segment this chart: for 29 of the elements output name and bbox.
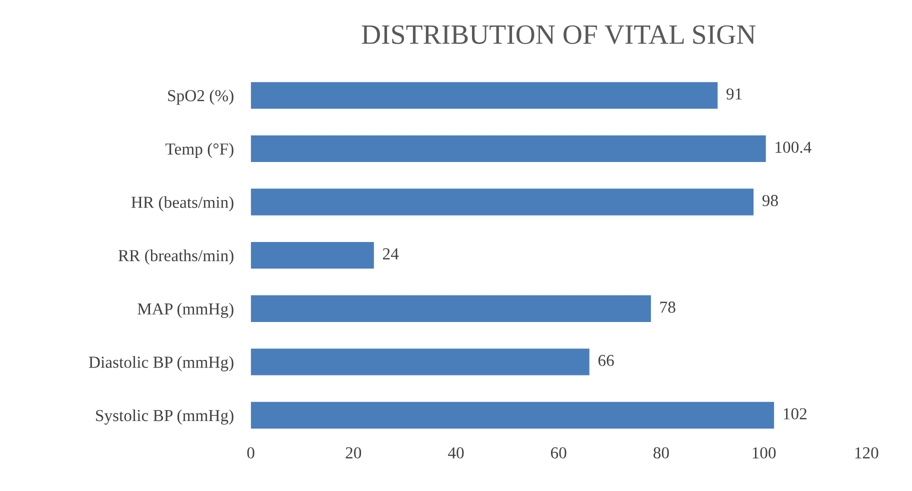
y-tick-label: Systolic BP (mmHg) xyxy=(96,409,234,425)
data-label: 66 xyxy=(598,354,614,366)
bar xyxy=(250,295,651,322)
chart-title: DISTRIBUTION OF VITAL SIGN xyxy=(362,25,756,44)
data-label: 98 xyxy=(762,194,778,206)
data-label: 91 xyxy=(726,88,742,100)
data-label: 24 xyxy=(382,248,399,260)
bar xyxy=(250,188,754,216)
x-tick-label: 40 xyxy=(448,447,464,458)
bar xyxy=(250,135,766,162)
bar xyxy=(250,82,718,109)
data-label: 102 xyxy=(784,408,806,420)
y-tick-label: HR (beats/min) xyxy=(131,196,234,212)
y-tick-label: MAP (mmHg) xyxy=(138,302,234,318)
data-label: 78 xyxy=(660,302,676,313)
x-tick-label: 0 xyxy=(247,447,254,458)
y-tick-label: Temp (°F) xyxy=(166,142,234,158)
x-tick-label: 20 xyxy=(346,447,362,458)
x-tick-label: 100 xyxy=(752,447,776,458)
x-tick-label: 60 xyxy=(550,447,566,458)
bar xyxy=(250,402,774,429)
y-tick-label: RR (breaths/min) xyxy=(118,250,234,265)
y-tick-label: Diastolic BP (mmHg) xyxy=(88,356,234,372)
x-tick-label: 80 xyxy=(654,447,669,458)
y-tick-label: SpO2 (%) xyxy=(168,90,234,105)
bar xyxy=(250,242,374,269)
bar xyxy=(250,348,590,376)
data-label: 100.4 xyxy=(776,142,812,153)
x-tick-label: 120 xyxy=(855,447,878,458)
